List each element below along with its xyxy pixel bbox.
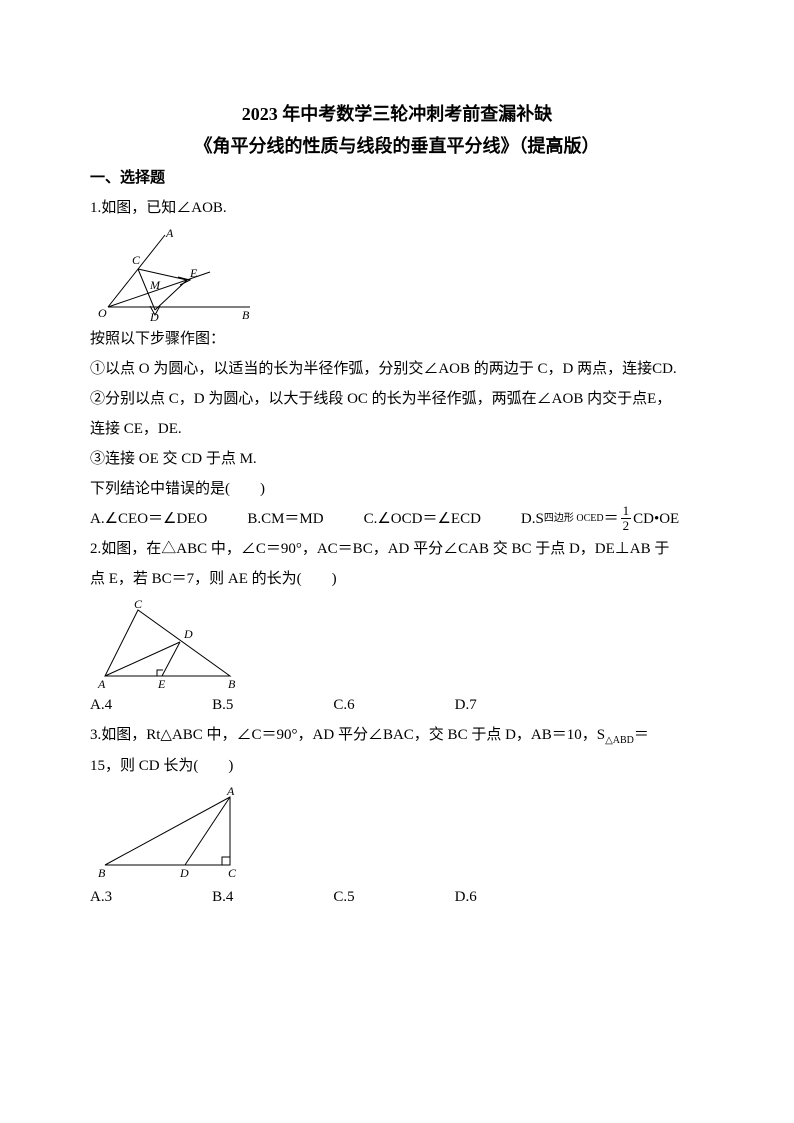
q3-fig-label-C: C [228,866,237,880]
q1-fig-label-C: C [132,253,141,267]
q2-figure: C D A E B [90,598,704,688]
q1-ask: 下列结论中错误的是( ) [90,474,704,504]
q2-option-C: C.6 [333,690,354,720]
q1-fig-label-B: B [242,308,250,322]
q1-option-C: C.∠OCD＝∠ECD [364,504,481,534]
q1-optD-post: CD•OE [633,504,679,534]
q1-fig-label-E: E [189,266,198,280]
q2-fig-label-D: D [183,627,193,641]
q3-figure: A B D C [90,785,704,880]
q1-intro: 1.如图，已知∠AOB. [90,193,704,223]
q2-fig-label-C: C [134,598,143,611]
q2-option-A: A.4 [90,690,112,720]
q2-option-B: B.5 [212,690,233,720]
doc-title-2: 《角平分线的性质与线段的垂直平分线》（提高版） [90,130,704,162]
q2-text-2: 点 E，若 BC＝7，则 AE 的长为( ) [90,564,704,594]
q1-step2: ②分别以点 C，D 为圆心，以大于线段 OC 的长为半径作弧，两弧在∠AOB 内… [90,384,704,414]
q2-text-1: 2.如图，在△ABC 中，∠C＝90°，AC＝BC，AD 平分∠CAB 交 BC… [90,534,704,564]
q3-options: A.3 B.4 C.5 D.6 [90,882,704,912]
q1-step1: ①以点 O 为圆心，以适当的长为半径作弧，分别交∠AOB 的两边于 C，D 两点… [90,354,704,384]
q3-text-1: 3.如图，Rt△ABC 中，∠C＝90°，AD 平分∠BAC，交 BC 于点 D… [90,720,704,751]
q3-option-C: C.5 [333,882,354,912]
q1-step2b: 连接 CE，DE. [90,414,704,444]
q3-text1-post: ＝ [634,727,649,743]
q1-optD-frac: 1 2 [621,504,632,534]
q3-text1-pre: 3.如图，Rt△ABC 中，∠C＝90°，AD 平分∠BAC，交 BC 于点 D… [90,727,605,743]
q1-steps-label: 按照以下步骤作图： [90,324,704,354]
q1-fig-label-O: O [98,306,107,320]
q1-optD-num: 1 [621,504,632,519]
q2-option-D: D.7 [455,690,477,720]
q1-fig-label-A: A [165,227,174,240]
q3-fig-label-B: B [98,866,106,880]
q1-step3: ③连接 OE 交 CD 于点 M. [90,444,704,474]
q3-fig-label-A: A [226,785,235,798]
q1-option-B: B.CM＝MD [247,504,323,534]
q1-fig-label-D: D [149,310,159,322]
q1-option-A: A.∠CEO＝∠DEO [90,504,207,534]
q3-fig-label-D: D [179,866,189,880]
doc-title-1: 2023 年中考数学三轮冲刺考前查漏补缺 [90,98,704,130]
q1-figure: A C E M O D B [90,227,704,322]
q3-option-D: D.6 [455,882,477,912]
q1-optD-pre: D.S [521,504,544,534]
q3-option-B: B.4 [212,882,233,912]
q3-option-A: A.3 [90,882,112,912]
q2-options: A.4 B.5 C.6 D.7 [90,690,704,720]
q1-optD-mid: ＝ [604,504,619,534]
q1-fig-label-M: M [149,278,161,292]
q3-text-2: 15，则 CD 长为( ) [90,751,704,781]
q2-fig-label-E: E [157,677,166,688]
q1-option-D: D.S 四边形 OCED ＝ 1 2 CD•OE [521,504,679,534]
q2-fig-label-B: B [228,677,236,688]
q1-options: A.∠CEO＝∠DEO B.CM＝MD C.∠OCD＝∠ECD D.S 四边形 … [90,504,704,534]
section-1-heading: 一、选择题 [90,163,704,193]
q1-optD-sub: 四边形 OCED [544,509,604,529]
q1-optD-den: 2 [621,519,632,533]
q3-text1-sub: △ABD [605,735,634,746]
q2-fig-label-A: A [97,677,106,688]
